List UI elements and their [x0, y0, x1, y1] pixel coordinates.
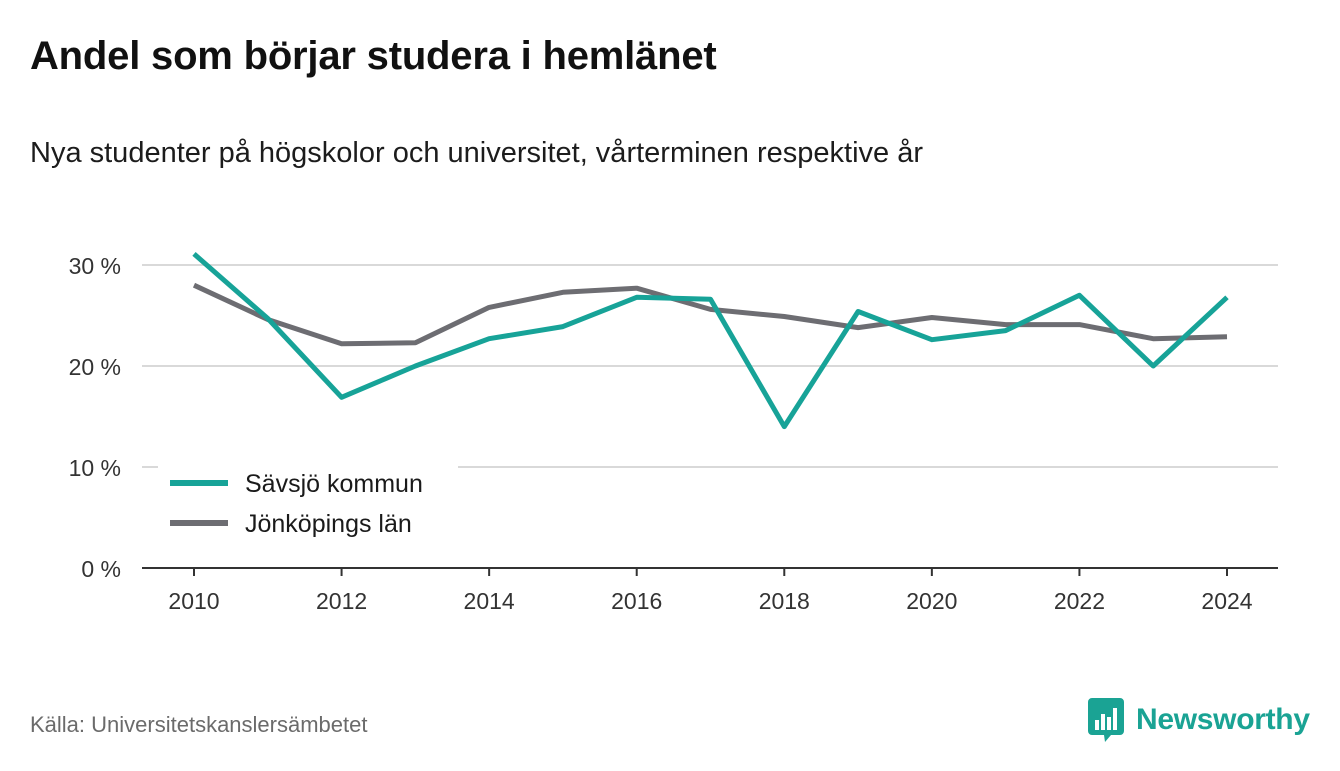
y-tick-label: 0 % — [81, 556, 121, 582]
series-line-2 — [192, 282, 1228, 347]
chart-subtitle: Nya studenter på högskolor och universit… — [30, 137, 923, 169]
y-tick-label: 30 % — [69, 253, 121, 279]
y-tick-label: 10 % — [69, 455, 121, 481]
line-chart: 0 % 10 % 20 % 30 % 2010 2012 2014 2016 2018 2020… — [69, 252, 1278, 614]
y-tick-label: 20 % — [69, 354, 121, 380]
chart-title: Andel som börjar studera i hemlänet — [30, 34, 717, 78]
x-tick-label: 2020 — [906, 588, 957, 614]
legend-label-1: Sävsjö kommun — [245, 470, 423, 498]
legend: Sävsjö kommun Jönköpings län — [158, 462, 458, 548]
x-tick-label: 2016 — [611, 588, 662, 614]
y-axis-ticks: 0 % 10 % 20 % 30 % — [69, 253, 121, 582]
legend-background — [158, 462, 458, 548]
newsworthy-logo-icon — [1088, 698, 1124, 742]
x-tick-label: 2012 — [316, 588, 367, 614]
series-lines — [192, 252, 1229, 430]
legend-label-2: Jönköpings län — [245, 510, 412, 538]
x-tick-label: 2022 — [1054, 588, 1105, 614]
brand-logo: Newsworthy — [1088, 698, 1310, 742]
x-tick-label: 2010 — [168, 588, 219, 614]
x-axis: 2010 2012 2014 2016 2018 2020 2022 2024 — [142, 567, 1278, 614]
series-line-1 — [192, 252, 1229, 430]
x-tick-label: 2014 — [464, 588, 515, 614]
x-tick-label: 2024 — [1201, 588, 1252, 614]
source-note: Källa: Universitetskanslersämbetet — [30, 712, 368, 737]
x-tick-label: 2018 — [759, 588, 810, 614]
brand-name: Newsworthy — [1136, 703, 1310, 736]
